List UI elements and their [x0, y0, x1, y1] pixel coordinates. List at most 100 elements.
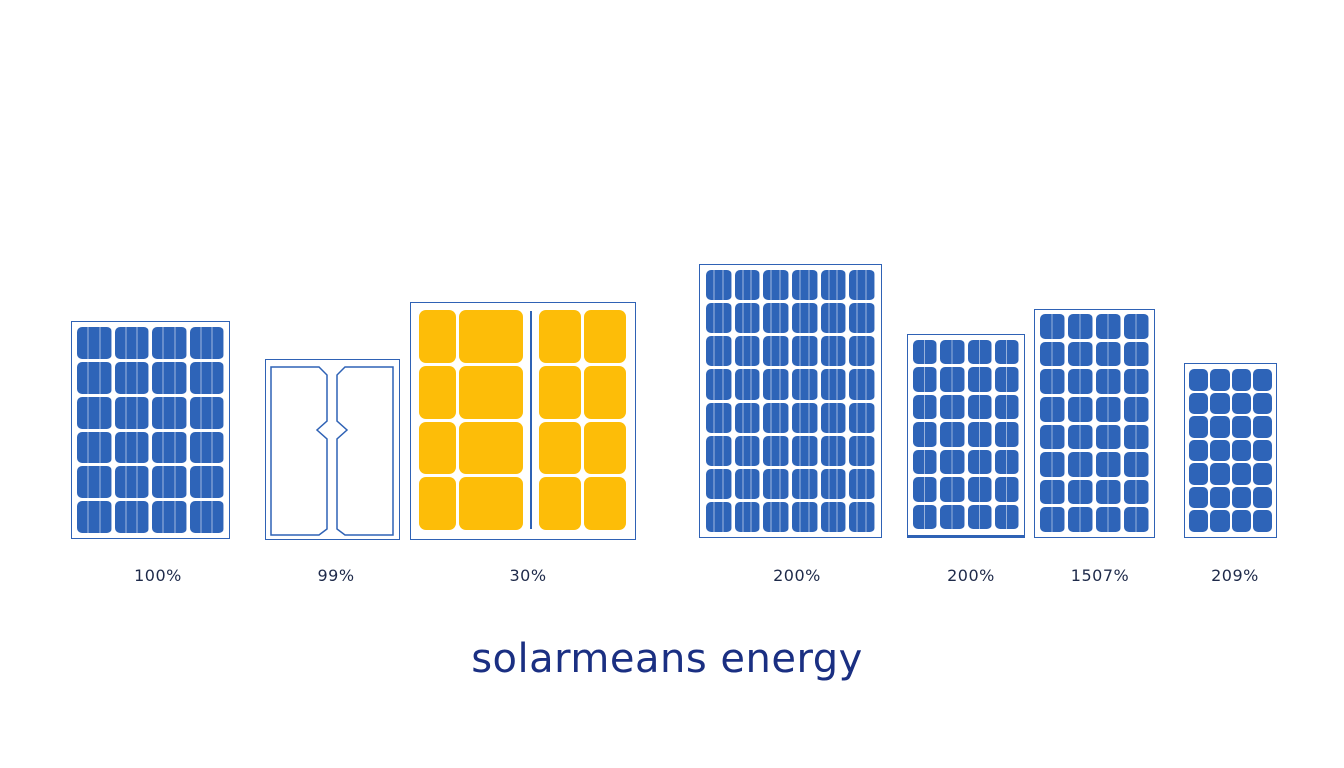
solar-cell — [189, 327, 224, 359]
solar-cell — [763, 435, 789, 466]
solar-cell — [734, 468, 761, 499]
solar-cell — [734, 336, 761, 367]
solar-cell — [820, 336, 847, 367]
solar-cell — [459, 421, 523, 475]
solar-cell — [1189, 463, 1209, 485]
efficiency-label-6: 1507% — [1070, 566, 1130, 585]
solar-cell — [1096, 479, 1121, 505]
solar-cell — [1068, 369, 1093, 394]
solar-cell — [791, 435, 818, 466]
solar-panel-1 — [71, 321, 230, 539]
solar-cell — [77, 501, 112, 533]
solar-cell — [114, 327, 149, 359]
solar-cell — [734, 369, 761, 400]
solar-cell — [820, 501, 847, 532]
solar-cell — [189, 466, 224, 499]
solar-panel-3-yellow — [410, 302, 636, 540]
solar-cell — [1210, 510, 1230, 532]
yellow-cell-grid-right — [539, 310, 626, 530]
solar-cell — [820, 369, 847, 400]
solar-cell — [1231, 369, 1251, 391]
solar-panel-6 — [1034, 309, 1155, 538]
solar-cell — [1124, 396, 1149, 422]
solar-cell — [1252, 510, 1272, 532]
solar-cell — [734, 435, 761, 466]
solar-cell — [994, 367, 1019, 392]
solar-cell — [1189, 510, 1209, 532]
efficiency-label-5: 200% — [947, 566, 995, 585]
solar-cell — [584, 310, 626, 363]
solar-cell — [1252, 439, 1272, 462]
solar-cell — [820, 303, 847, 334]
solar-cell — [849, 468, 875, 499]
solar-cell — [1124, 479, 1149, 505]
solar-cell — [114, 361, 149, 394]
solar-cell — [1231, 510, 1251, 532]
solar-cell — [1231, 392, 1251, 415]
yellow-cell-grid-left — [419, 310, 523, 530]
solar-cell — [152, 466, 187, 499]
solar-cell — [849, 369, 875, 400]
solar-cell — [1096, 452, 1121, 477]
solar-cell — [791, 501, 818, 532]
solar-cell — [820, 402, 847, 433]
solar-cell — [77, 431, 112, 464]
solar-cell — [1189, 369, 1209, 391]
solar-cell — [1210, 392, 1230, 415]
solar-cell — [849, 435, 875, 466]
solar-cell — [791, 468, 818, 499]
solar-cell — [1040, 452, 1065, 477]
solar-cell — [459, 477, 523, 530]
solar-cell — [77, 361, 112, 394]
solar-cell — [994, 422, 1019, 447]
solar-cell — [1210, 369, 1230, 391]
solar-cell — [734, 501, 761, 532]
solar-cell — [913, 504, 938, 529]
solar-cell — [1189, 439, 1209, 462]
solar-cell — [539, 477, 581, 530]
solar-cell — [1231, 439, 1251, 462]
solar-cell — [1252, 486, 1272, 509]
solar-cell — [791, 270, 818, 301]
solar-cell — [967, 449, 992, 475]
solar-cell — [77, 396, 112, 429]
solar-cell — [940, 504, 965, 529]
solar-cell — [967, 504, 992, 529]
solar-panel-5 — [907, 334, 1025, 538]
solar-cell — [706, 270, 732, 301]
solar-cell — [820, 435, 847, 466]
solar-cell — [913, 422, 938, 447]
efficiency-label-2: 99% — [317, 566, 355, 585]
solar-cell — [820, 270, 847, 301]
solar-cell — [1068, 507, 1093, 532]
solar-cell — [189, 501, 224, 533]
solar-cell — [1068, 314, 1093, 339]
solar-cell — [734, 270, 761, 301]
solar-cell — [419, 365, 457, 419]
solar-cell — [584, 365, 626, 419]
solar-cell — [1068, 424, 1093, 450]
solar-cell — [706, 303, 732, 334]
solar-cell — [1252, 392, 1272, 415]
solar-cell — [913, 477, 938, 502]
solar-cell — [1040, 314, 1065, 339]
solar-cell — [1124, 424, 1149, 450]
solar-cell — [1040, 396, 1065, 422]
solar-cell — [1189, 486, 1209, 509]
solar-cell — [849, 336, 875, 367]
solar-cell — [1040, 341, 1065, 367]
solar-cell — [419, 421, 457, 475]
efficiency-label-1: 100% — [134, 566, 182, 585]
solar-cell — [419, 477, 457, 530]
efficiency-label-4: 200% — [773, 566, 821, 585]
solar-cell — [940, 477, 965, 502]
solar-cell — [1124, 452, 1149, 477]
solar-cell — [706, 501, 732, 532]
solar-cell — [913, 367, 938, 392]
solar-cell — [1231, 463, 1251, 485]
solar-cell — [1124, 369, 1149, 394]
solar-cell — [1068, 396, 1093, 422]
solar-cell — [940, 449, 965, 475]
solar-cell — [706, 468, 732, 499]
solar-cell — [1068, 479, 1093, 505]
